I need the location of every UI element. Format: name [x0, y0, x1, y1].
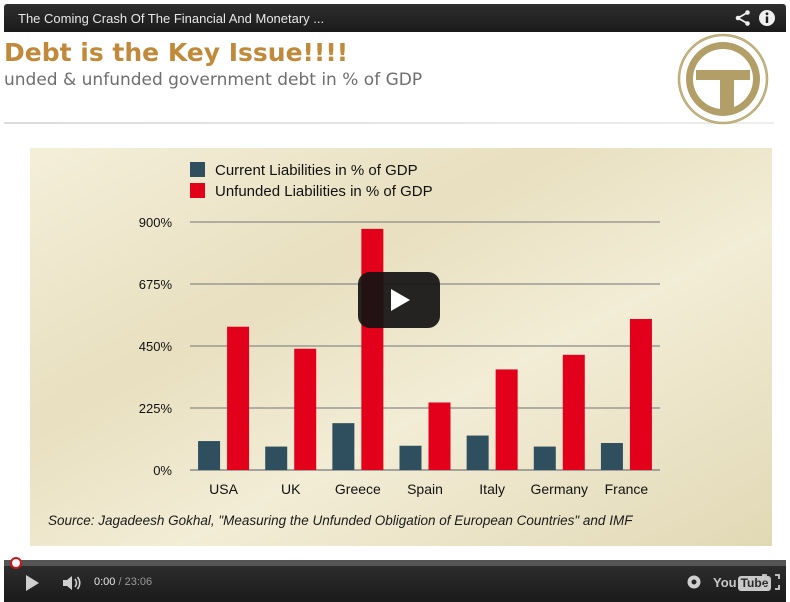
video-frame[interactable]: Debt is the Key Issue!!!! unded & unfund…: [4, 32, 786, 560]
x-tick-label: Greece: [335, 481, 381, 497]
y-tick-label: 450%: [139, 339, 173, 354]
duration: 23:06: [124, 576, 153, 588]
time-separator: /: [115, 576, 125, 588]
chart-background: 0% 225% 450% 675% 900% USA UK Greece Spain Italy…: [30, 148, 772, 546]
x-tick-label: USA: [209, 481, 238, 497]
bar-unfunded-liabilities: [294, 348, 317, 470]
company-logo: [677, 33, 769, 125]
fullscreen-icon[interactable]: [762, 574, 780, 590]
play-icon: [391, 289, 410, 311]
bar-unfunded-liabilities: [227, 326, 250, 470]
slide-subtitle: unded & unfunded government debt in % of…: [4, 70, 423, 90]
bar-chart: 0% 225% 450% 675% 900% USA UK Greece Spain Italy…: [30, 148, 772, 546]
x-tick-label: France: [605, 481, 649, 497]
video-title[interactable]: The Coming Crash Of The Financial And Mo…: [18, 11, 325, 26]
x-tick-label: UK: [281, 481, 301, 497]
x-tick-label: Germany: [530, 481, 588, 497]
slide-divider: [4, 122, 774, 124]
bar-current-liabilities: [332, 423, 355, 470]
time-display: 0:00 / 23:06: [94, 576, 152, 588]
bar-unfunded-liabilities: [428, 402, 451, 470]
info-icon[interactable]: [758, 9, 776, 27]
bar-current-liabilities: [399, 445, 422, 470]
x-tick-label: Spain: [407, 481, 443, 497]
legend-swatch: [190, 183, 205, 198]
progress-bar[interactable]: [4, 557, 786, 569]
player-controls: 0:00 / 23:06 You Tube: [4, 557, 786, 602]
bar-current-liabilities: [600, 442, 623, 470]
bar-unfunded-liabilities: [562, 354, 585, 470]
legend-label: Current Liabilities in % of GDP: [215, 162, 418, 179]
play-button-overlay[interactable]: [358, 272, 440, 328]
play-icon[interactable]: [24, 574, 40, 592]
current-time: 0:00: [94, 576, 116, 588]
legend-swatch: [190, 162, 205, 177]
y-tick-label: 0%: [153, 463, 172, 478]
bar-current-liabilities: [265, 446, 288, 470]
slide-title: Debt is the Key Issue!!!!: [4, 38, 349, 67]
video-title-bar: The Coming Crash Of The Financial And Mo…: [4, 4, 786, 32]
bar-current-liabilities: [466, 435, 489, 470]
legend-label: Unfunded Liabilities in % of GDP: [215, 183, 433, 200]
x-tick-label: Italy: [479, 481, 505, 497]
y-tick-label: 900%: [139, 215, 173, 230]
share-icon[interactable]: [734, 9, 752, 27]
bar-unfunded-liabilities: [495, 369, 518, 470]
chart-source: Source: Jagadeesh Gokhal, "Measuring the…: [48, 513, 633, 528]
y-tick-label: 225%: [139, 401, 173, 416]
y-tick-label: 675%: [139, 277, 173, 292]
gear-icon[interactable]: [686, 574, 702, 590]
bar-unfunded-liabilities: [629, 318, 652, 470]
progress-scrubber[interactable]: [10, 557, 22, 569]
bar-current-liabilities: [533, 446, 556, 470]
bar-unfunded-liabilities: [361, 228, 384, 470]
youtube-logo-you: You: [713, 575, 737, 590]
volume-icon[interactable]: [62, 574, 84, 592]
bar-current-liabilities: [198, 441, 221, 470]
